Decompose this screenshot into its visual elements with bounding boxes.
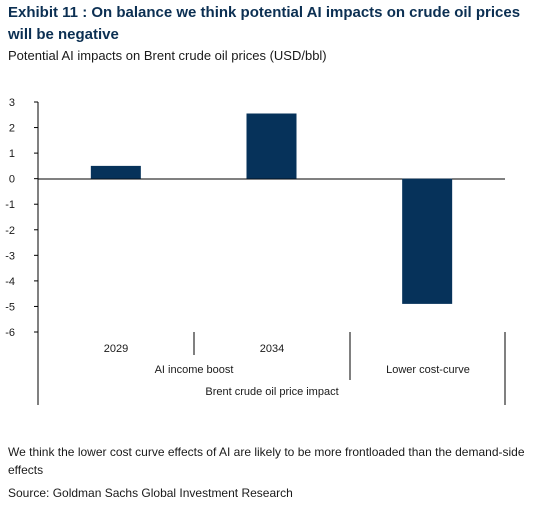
y-tick-label: 3 bbox=[9, 97, 15, 109]
y-tick-label: -3 bbox=[5, 250, 15, 262]
y-tick-label: -2 bbox=[5, 225, 15, 237]
y-tick-label: -4 bbox=[5, 276, 15, 288]
source-note: Source: Goldman Sachs Global Investment … bbox=[8, 486, 293, 500]
y-tick-label: -5 bbox=[5, 301, 15, 313]
y-tick-label: 1 bbox=[9, 148, 15, 160]
bar-2 bbox=[246, 113, 297, 179]
footnote: We think the lower cost curve effects of… bbox=[8, 445, 525, 477]
category-label-2029: 2029 bbox=[104, 343, 128, 355]
supergroup-label: Brent crude oil price impact bbox=[205, 386, 338, 398]
group-label-ai-income-boost: AI income boost bbox=[155, 364, 234, 376]
chart-title: Exhibit 11 : On balance we think potenti… bbox=[8, 4, 521, 43]
bar-chart: 3 2 1 0 -1 -2 -3 -4 -5 -6 2029 2034 AI income boo… bbox=[5, 97, 506, 405]
group-label-lower-cost-curve: Lower cost-curve bbox=[386, 364, 470, 376]
y-axis: 3 2 1 0 -1 -2 -3 -4 -5 -6 bbox=[5, 97, 39, 339]
bar-3 bbox=[402, 178, 453, 304]
category-axis: 2029 2034 AI income boost Lower cost-cur… bbox=[37, 332, 506, 405]
chart-subtitle: Potential AI impacts on Brent crude oil … bbox=[8, 48, 327, 63]
bars-group bbox=[90, 113, 453, 304]
bar-1 bbox=[90, 165, 141, 179]
y-tick-label: -1 bbox=[5, 199, 15, 211]
y-tick-label: 2 bbox=[9, 123, 15, 135]
category-label-2034: 2034 bbox=[260, 343, 284, 355]
y-tick-label: 0 bbox=[9, 174, 15, 186]
y-tick-label: -6 bbox=[5, 327, 15, 339]
